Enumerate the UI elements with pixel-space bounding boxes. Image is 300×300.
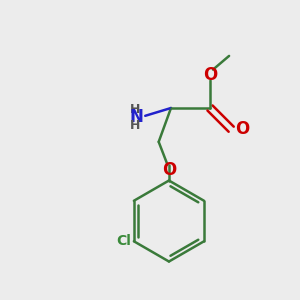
Text: Cl: Cl [116, 234, 131, 248]
Text: O: O [235, 120, 249, 138]
Text: N: N [129, 108, 143, 126]
Text: O: O [162, 161, 176, 179]
Text: H: H [130, 119, 140, 132]
Text: H: H [130, 103, 140, 116]
Text: O: O [203, 66, 217, 84]
